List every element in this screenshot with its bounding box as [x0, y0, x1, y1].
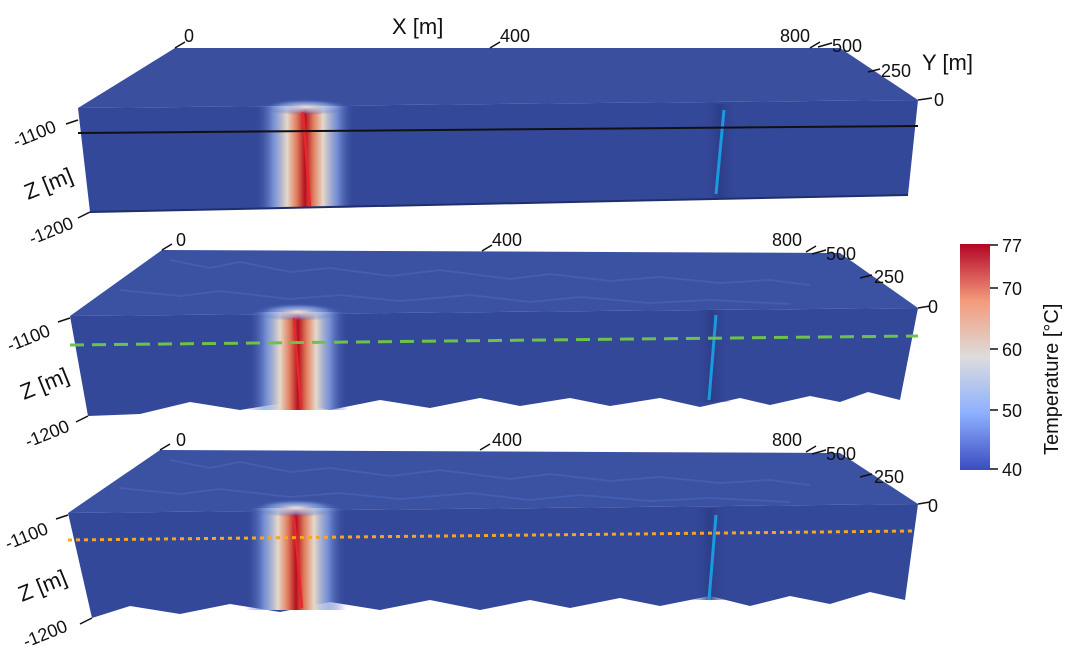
x-tick-0: 0 [184, 26, 194, 46]
colorbar-ticks [990, 244, 998, 470]
y-axis-middle: 500 250 0 [811, 244, 938, 317]
production-well [714, 109, 726, 195]
colorbar-title: Temperature [°C] [1041, 304, 1063, 455]
x-axis-title: X [m] [392, 14, 443, 39]
x-tick-400: 400 [492, 430, 522, 450]
y-tick-0: 0 [928, 496, 938, 516]
z-tick-1100: -1100 [2, 518, 51, 553]
x-tick-800: 800 [780, 26, 810, 46]
panel-top: 0 400 800 X [m] 500 250 0 Y [m] -1100 -1… [10, 14, 973, 249]
y-tick-250: 250 [874, 267, 904, 287]
block-front-face [78, 100, 918, 212]
block-bottom-edge [89, 194, 909, 213]
block-front-face [70, 308, 918, 416]
block-top-face [68, 450, 918, 513]
panel-bottom: 0 400 800 500 250 0 -1100 -1200 Z [m] [2, 430, 938, 652]
y-axis-top: 500 250 0 Y [m] [817, 36, 973, 110]
injection-well [292, 516, 304, 609]
z-axis-title: Z [m] [21, 163, 77, 205]
colorbar-tick-50: 50 [1002, 401, 1022, 421]
x-tick-800: 800 [772, 430, 802, 450]
colorbar-tick-40: 40 [1002, 460, 1022, 480]
colorbar-tick-60: 60 [1002, 340, 1022, 360]
x-tick-0: 0 [176, 430, 186, 450]
colorbar-tick-70: 70 [1002, 279, 1022, 299]
block-front-face [68, 504, 918, 618]
z-tick-1100: -1100 [10, 116, 59, 151]
x-tick-400: 400 [500, 26, 530, 46]
x-axis-top: 0 400 800 X [m] [174, 14, 821, 49]
rough-surface-texture [119, 259, 811, 305]
colorbar: 77 70 60 50 40 Temperature [°C] [960, 236, 1063, 480]
hot-plume [255, 106, 355, 208]
y-tick-0: 0 [928, 297, 938, 317]
block-top-face [78, 48, 918, 108]
z-tick-1200: -1200 [20, 616, 70, 652]
x-tick-0: 0 [176, 230, 186, 250]
z-tick-1200: -1200 [26, 213, 76, 249]
y-tick-500: 500 [826, 444, 856, 464]
hot-plume [246, 508, 346, 610]
panel-middle: 0 400 800 500 250 0 -1100 -1200 Z [m] [4, 230, 938, 452]
colorbar-tick-77: 77 [1002, 236, 1022, 256]
z-axis-title: Z [m] [17, 363, 73, 405]
y-tick-500: 500 [832, 36, 862, 56]
profile-line-dashed [69, 334, 919, 347]
profile-line-solid [77, 125, 919, 134]
y-axis-bottom: 500 250 0 [811, 444, 938, 516]
x-axis-bottom: 0 400 800 [159, 430, 817, 453]
x-tick-800: 800 [772, 230, 802, 250]
rough-surface-texture [119, 459, 811, 503]
z-tick-1200: -1200 [22, 416, 72, 452]
y-tick-500: 500 [826, 244, 856, 264]
z-axis-top: -1100 -1200 Z [m] [10, 116, 91, 249]
y-tick-250: 250 [881, 61, 911, 81]
production-well [707, 514, 718, 601]
colorbar-gradient [960, 244, 990, 470]
hot-plume-top-glow [261, 99, 351, 115]
z-axis-title: Z [m] [15, 565, 71, 607]
x-tick-400: 400 [492, 230, 522, 250]
x-axis-middle: 0 400 800 [161, 230, 817, 253]
injection-well [301, 111, 312, 207]
y-axis-title: Y [m] [922, 50, 973, 75]
y-tick-250: 250 [874, 467, 904, 487]
z-tick-1100: -1100 [4, 320, 53, 355]
y-tick-0: 0 [934, 90, 944, 110]
injection-well [292, 317, 303, 409]
hot-plume-top-glow [253, 303, 343, 321]
hot-plume-top-glow [251, 499, 341, 517]
production-well [707, 314, 718, 401]
